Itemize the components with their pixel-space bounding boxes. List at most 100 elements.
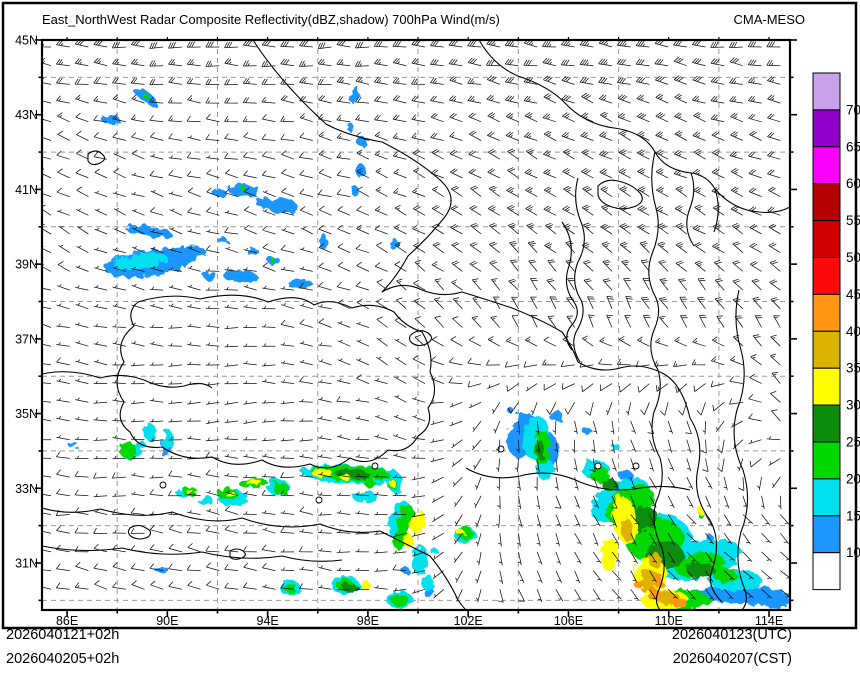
echo-20dbz (391, 594, 409, 606)
echo-10dbz (256, 198, 272, 208)
echo-30dbz (697, 506, 703, 514)
echo-20dbz (396, 504, 414, 536)
echo-10dbz (267, 199, 297, 213)
valid-time-cst: 2026040207(CST) (673, 651, 792, 667)
wind-barb-field (42, 40, 790, 603)
lon-label: 94E (257, 614, 279, 628)
echo-10dbz (203, 272, 217, 280)
colorbar-label: 30 (846, 398, 860, 413)
init-time-cst: 2026040205+02h (6, 651, 119, 667)
echo-10dbz (124, 225, 172, 237)
axis-ticks (35, 37, 797, 617)
echo-10dbz (222, 269, 258, 283)
echo-25dbz (342, 583, 358, 593)
echo-15dbz (411, 546, 429, 574)
lon-label: 110E (655, 614, 683, 628)
echo-10dbz (582, 428, 592, 434)
echo-20dbz (283, 584, 297, 592)
echo-10dbz (549, 411, 563, 421)
echo-10dbz (617, 471, 633, 479)
echo-25dbz (686, 562, 714, 578)
colorbar-label: 35 (846, 361, 860, 376)
boundary-line (252, 40, 452, 293)
boundary-line (116, 294, 436, 469)
lat-label: 37N (15, 332, 38, 346)
echo-30dbz (225, 491, 235, 497)
echo-15dbz (429, 547, 437, 553)
echo-20dbz (713, 568, 737, 582)
colorbar-label: 45 (846, 287, 860, 302)
echo-20dbz (119, 442, 137, 458)
echo-20dbz (272, 482, 288, 494)
echo-20dbz (271, 258, 275, 262)
echo-15dbz (144, 423, 156, 441)
boundary-line (408, 330, 433, 347)
echo-10dbz (759, 593, 790, 607)
province-boundaries (42, 40, 790, 610)
echo-10dbz (356, 164, 366, 178)
colorbar-cell (812, 552, 841, 591)
echo-10dbz (102, 115, 120, 125)
colorbar-label: 70 (846, 102, 860, 117)
echo-30dbz (245, 478, 261, 486)
map-area (35, 37, 797, 617)
echo-10dbz (155, 567, 169, 573)
colorbar-cell (812, 146, 841, 185)
lat-label: 39N (15, 258, 38, 272)
echo-10dbz (68, 442, 78, 448)
boundary-line (381, 284, 579, 363)
colorbar-cell (812, 220, 841, 259)
boundary-line (229, 548, 246, 560)
colorbar-label: 20 (846, 471, 860, 486)
figure-frame (1, 1, 858, 630)
init-time-utc: 2026040121+02h (6, 627, 119, 643)
echo-15dbz (113, 252, 167, 270)
colorbar-cell (812, 478, 841, 517)
colorbar-cell (812, 257, 841, 295)
colorbar-cell (812, 183, 841, 222)
echo-15dbz (162, 430, 174, 450)
lat-label: 33N (15, 482, 38, 496)
echo-10dbz (357, 137, 367, 147)
lon-label: 90E (156, 614, 178, 628)
echo-10dbz (319, 233, 327, 249)
lake-circle (159, 481, 167, 489)
boundary-line (478, 40, 790, 213)
boundary-line (561, 221, 578, 351)
colorbar-label: 60 (846, 176, 860, 191)
echo-10dbz (349, 85, 359, 103)
valid-time-utc: 2026040123(UTC) (672, 627, 792, 643)
lake-circle (315, 496, 323, 504)
lake-circle (371, 462, 379, 470)
echo-40dbz (635, 580, 645, 590)
colorbar-cell (812, 404, 841, 443)
echo-20dbz (364, 479, 376, 487)
colorbar-label: 65 (846, 139, 860, 154)
wind-barbs (42, 40, 790, 603)
echo-10dbz (351, 186, 359, 196)
echo-35dbz (620, 518, 634, 542)
reflectivity-shading (68, 85, 790, 610)
boundary-line (42, 371, 213, 389)
colorbar-label: 50 (846, 250, 860, 265)
echo-30dbz (186, 490, 194, 494)
boundary-line (713, 188, 719, 233)
colorbar-label: 55 (846, 213, 860, 228)
boundary-line (42, 545, 343, 562)
echo-30dbz (601, 538, 619, 572)
echo-40dbz (672, 599, 688, 607)
echo-20dbz (393, 530, 407, 550)
boundary-line (686, 172, 695, 247)
colorbar-cell (812, 441, 841, 480)
boundary-line (648, 151, 665, 610)
lat-label: 41N (15, 183, 38, 197)
colorbar-cell (812, 72, 841, 111)
lon-label: 106E (554, 614, 583, 628)
colorbar: 10 15 20 25 30 35 40 45 50 55 60 65 70 (812, 72, 860, 591)
lat-label: 43N (15, 108, 38, 122)
model-label: CMA-MESO (734, 12, 806, 27)
lat-label: 35N (15, 407, 38, 421)
colorbar-label: 15 (846, 508, 860, 523)
boundary-line (127, 524, 152, 540)
